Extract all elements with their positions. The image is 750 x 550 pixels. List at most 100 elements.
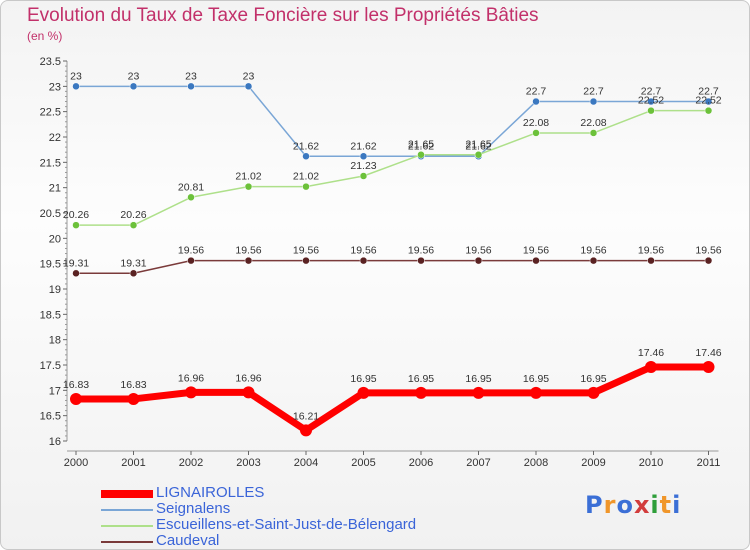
legend-swatch: [101, 541, 153, 543]
data-point: [532, 256, 540, 265]
legend-item: Escueillens-et-Saint-Just-de-Bélengard: [101, 516, 501, 534]
legend-label: Escueillens-et-Saint-Just-de-Bélengard: [156, 516, 417, 533]
data-label: 16.95: [580, 373, 606, 385]
y-tick-label: 20.5: [40, 208, 61, 220]
x-tick-label: 2007: [466, 457, 490, 469]
data-point: [702, 361, 715, 374]
data-point: [302, 256, 310, 265]
data-label: 16.83: [120, 379, 146, 391]
data-label: 20.81: [178, 181, 204, 193]
data-point: [244, 256, 253, 265]
data-label: 19.56: [523, 245, 549, 257]
x-tick-label: 2008: [524, 457, 548, 469]
legend-item: LIGNAIROLLES: [101, 484, 501, 502]
data-point: [302, 182, 310, 191]
axes: 16 16.5 17 17.5 18 18.5 19 19.5 20 20.5 21 21.5 22 22…: [40, 56, 721, 469]
y-tick-label: 18.5: [40, 309, 61, 321]
data-point: [244, 182, 253, 191]
data-point: [417, 150, 425, 159]
x-tick-label: 2003: [236, 457, 260, 469]
data-label: 22.7: [641, 86, 662, 98]
data-point: [244, 82, 253, 91]
data-point: [587, 386, 600, 399]
data-point: [129, 82, 138, 91]
y-tick-label: 17: [49, 385, 61, 397]
data-point: [645, 361, 657, 374]
x-tick-label: 2006: [409, 457, 433, 469]
data-label: 21.62: [350, 140, 376, 152]
data-label: 16.95: [465, 373, 491, 385]
data-point: [359, 152, 368, 161]
chart-title: Evolution du Taux de Taxe Foncière sur l…: [27, 5, 539, 26]
data-label: 20.26: [63, 209, 89, 221]
data-point: [185, 386, 197, 399]
data-label: 16.96: [235, 372, 261, 384]
x-tick-label: 2010: [639, 457, 663, 469]
data-point: [359, 172, 368, 180]
x-tick-label: 2000: [64, 457, 88, 469]
data-point: [532, 129, 540, 137]
data-label: 22.52: [695, 95, 721, 107]
logo-letter: t: [659, 491, 673, 519]
series-line: [76, 259, 709, 275]
data-point: [417, 256, 425, 265]
data-point: [127, 392, 140, 405]
logo-letter: o: [616, 491, 634, 519]
data-point: [72, 82, 80, 91]
data-label: 21.62: [293, 140, 319, 152]
y-tick-label: 21.5: [40, 157, 61, 169]
legend-swatch: [101, 509, 153, 511]
data-label: 20.26: [120, 209, 146, 221]
data-label: 19.56: [350, 245, 376, 257]
data-label: 22.08: [523, 117, 549, 129]
legend: LIGNAIROLLES Seignalens Escueillens-et-Sai…: [101, 484, 501, 549]
data-label: 21.02: [235, 171, 261, 183]
data-label: 16.95: [350, 373, 376, 385]
legend-label: LIGNAIROLLES: [156, 484, 265, 501]
data-point: [472, 386, 485, 399]
data-label: 21.23: [350, 160, 376, 172]
y-tick-label: 18: [49, 335, 61, 347]
data-label: 17.46: [695, 347, 721, 359]
data-point: [300, 424, 312, 437]
data-label: 22.08: [580, 117, 606, 129]
data-label: 19.56: [293, 245, 319, 257]
data-point: [474, 150, 483, 159]
data-label: 22.7: [698, 86, 719, 98]
y-tick-label: 20: [49, 233, 61, 245]
logo-letter: x: [633, 491, 651, 519]
series-lines: [70, 82, 715, 437]
series-line: [76, 363, 709, 434]
data-label: 22.7: [526, 86, 547, 98]
data-point: [589, 97, 598, 106]
x-tick-label: 2002: [179, 457, 203, 469]
legend-swatch: [101, 525, 153, 527]
data-label: 22.52: [638, 95, 664, 107]
data-label: 19.31: [120, 257, 146, 269]
data-point: [704, 106, 713, 115]
y-tick-label: 23.5: [40, 56, 61, 68]
data-point: [704, 256, 713, 265]
data-point: [187, 193, 195, 202]
data-label: 21.65: [408, 139, 434, 151]
data-label: 21.65: [465, 139, 491, 151]
legend-item: Seignalens: [101, 500, 501, 518]
y-tick-label: 19: [49, 284, 61, 296]
data-point: [129, 269, 138, 278]
data-point: [589, 256, 598, 265]
data-label: 21.62: [408, 140, 434, 152]
logo-letter: r: [603, 491, 617, 519]
data-point: [187, 82, 195, 91]
logo-letter: i: [650, 491, 660, 519]
data-point: [359, 256, 368, 265]
data-label: 17.46: [638, 347, 664, 359]
data-label: 16.95: [408, 373, 434, 385]
y-tick-label: 22: [49, 132, 61, 144]
data-label: 23: [70, 70, 82, 82]
data-label: 19.56: [580, 245, 606, 257]
data-point: [357, 386, 370, 399]
data-point: [415, 386, 427, 399]
data-label: 19.31: [63, 257, 89, 269]
x-tick-label: 2009: [581, 457, 605, 469]
